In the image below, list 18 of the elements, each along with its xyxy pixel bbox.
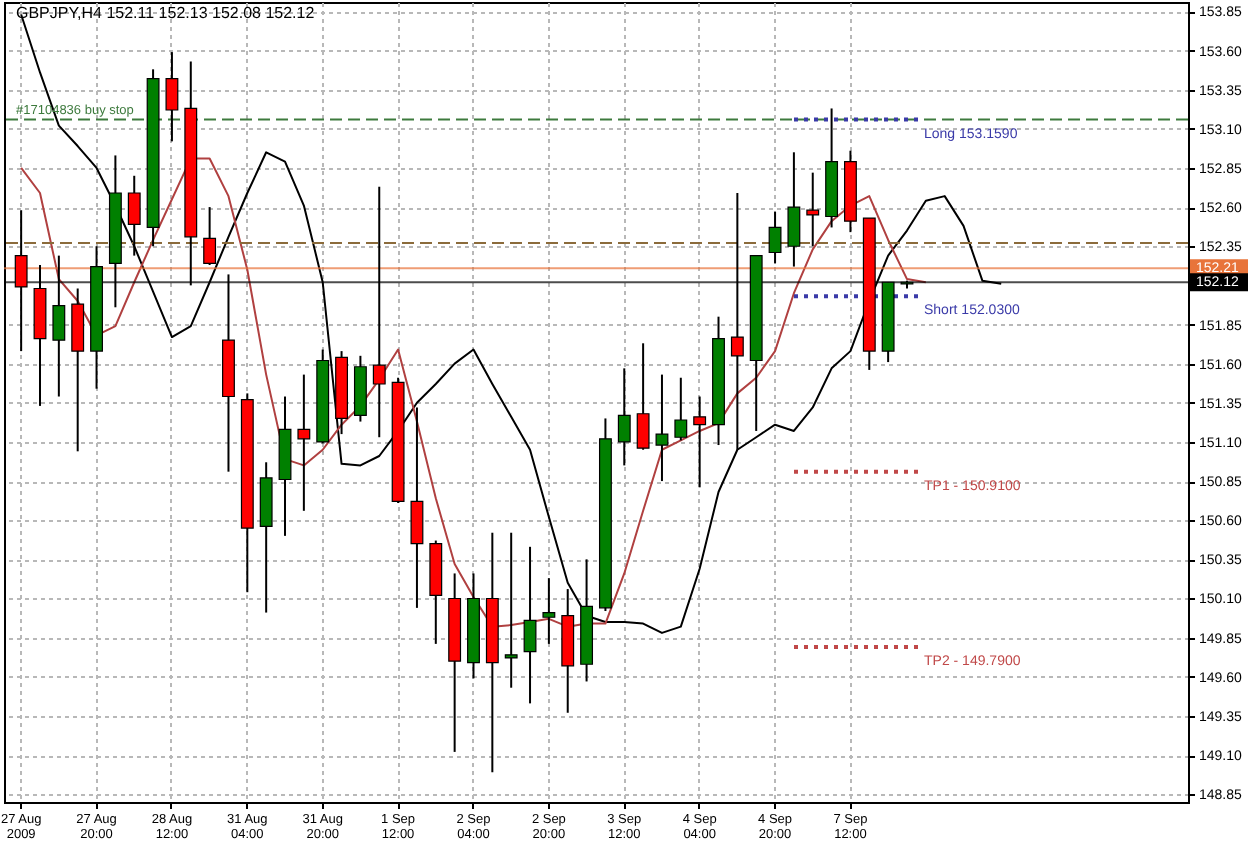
candlestick [693, 395, 707, 489]
candlestick [806, 171, 820, 248]
candlestick [617, 367, 631, 467]
candlestick [127, 174, 141, 257]
candlestick [787, 151, 801, 268]
candlestick [71, 287, 85, 453]
candlestick [655, 373, 669, 483]
candlestick [523, 545, 537, 705]
chart-title: GBPJPY,H4 152.11 152.13 152.08 152.12 [16, 4, 316, 22]
candlestick [674, 376, 688, 442]
candlestick [768, 210, 782, 265]
candlestick [542, 577, 556, 645]
candlestick [203, 206, 217, 267]
candlestick [504, 531, 518, 689]
candlestick [636, 342, 650, 451]
candlestick [165, 51, 179, 143]
candlestick [297, 373, 311, 512]
candlestick [410, 406, 424, 609]
